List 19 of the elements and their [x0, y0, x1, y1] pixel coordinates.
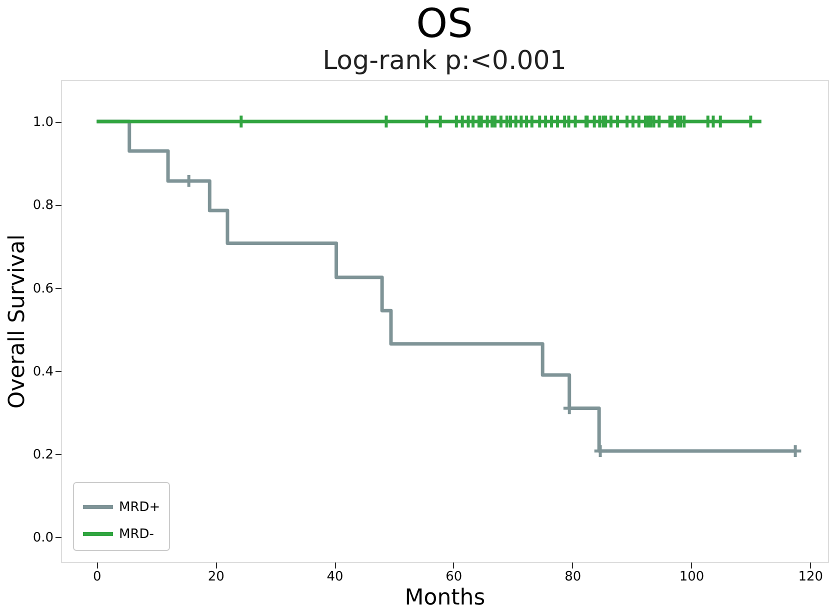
chart-subtitle: Log-rank p:<0.001: [322, 46, 566, 76]
x-tick-label: 60: [446, 570, 462, 584]
chart-title: OS: [416, 1, 473, 47]
y-tick-label: 1.0: [32, 115, 54, 130]
x-tick-label: 0: [93, 570, 102, 584]
legend-label: MRD-: [119, 527, 154, 542]
x-tick-label: 40: [326, 570, 344, 584]
y-tick-label: 0.0: [32, 530, 54, 546]
x-tick-label: 20: [208, 570, 224, 584]
y-tick-label: 0.2: [32, 447, 54, 462]
y-tick-label: 0.4: [32, 364, 54, 380]
x-tick-label: 120: [798, 570, 824, 584]
y-tick-label: 0.6: [32, 281, 54, 296]
x-tick-label: 80: [564, 570, 582, 584]
y-tick-label: 0.8: [32, 198, 54, 214]
x-tick-label: 100: [679, 570, 704, 584]
y-axis-title: Overall Survival: [4, 234, 30, 409]
legend-label: MRD+: [119, 500, 160, 515]
x-axis-title: Months: [404, 586, 486, 610]
